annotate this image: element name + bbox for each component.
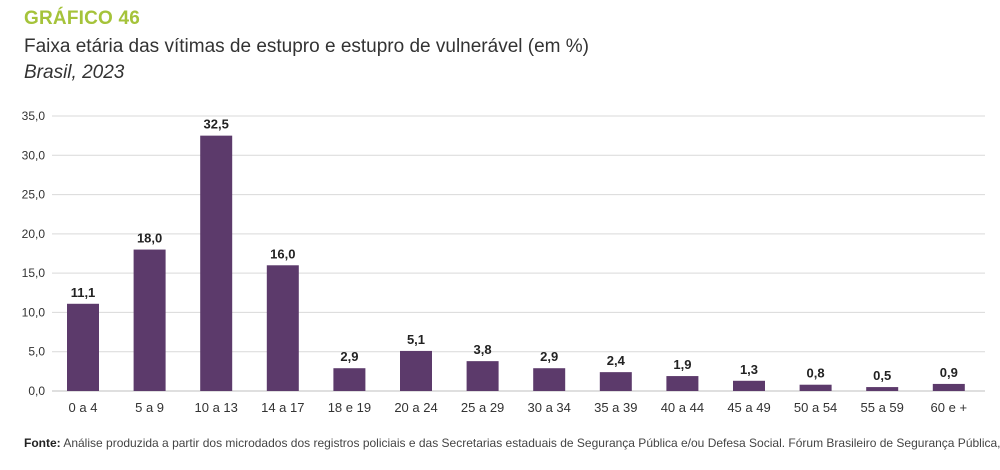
chart-subtitle: Brasil, 2023 — [24, 62, 125, 83]
x-tick-label: 0 a 4 — [69, 400, 98, 415]
chart-label: GRÁFICO 46 — [24, 8, 141, 29]
y-tick-label: 20,0 — [22, 227, 46, 241]
bar-value-label: 0,5 — [873, 368, 891, 383]
chart-title: Faixa etária das vítimas de estupro e es… — [24, 36, 589, 57]
y-tick-label: 10,0 — [22, 305, 46, 319]
x-tick-label: 60 e + — [931, 400, 968, 415]
bars — [67, 135, 965, 391]
y-tick-label: 5,0 — [28, 345, 45, 359]
bar-value-label: 0,9 — [940, 365, 958, 380]
bar-value-label: 2,4 — [607, 353, 626, 368]
x-tick-label: 30 a 34 — [528, 400, 571, 415]
y-tick-label: 25,0 — [22, 188, 46, 202]
bar-value-label: 1,3 — [740, 362, 758, 377]
bar — [266, 265, 299, 391]
bar — [533, 368, 566, 391]
bar — [400, 350, 432, 391]
y-tick-label: 15,0 — [22, 266, 46, 280]
bar-value-label: 2,9 — [540, 349, 558, 364]
bar-value-label: 2,9 — [340, 349, 358, 364]
gridlines — [52, 115, 985, 392]
x-tick-label: 5 a 9 — [135, 400, 164, 415]
bar — [466, 361, 499, 391]
source-note: Fonte: Análise produzida a partir dos mi… — [24, 436, 1000, 450]
bar-value-label: 32,5 — [204, 117, 229, 132]
bar — [733, 380, 765, 391]
x-tick-label: 14 a 17 — [261, 400, 304, 415]
y-tick-label: 35,0 — [22, 109, 46, 123]
y-tick-label: 30,0 — [22, 148, 46, 162]
bar-value-label: 16,0 — [270, 246, 295, 261]
y-tick-label: 0,0 — [28, 384, 45, 398]
x-tick-label: 20 a 24 — [394, 400, 437, 415]
x-axis-ticks: 0 a 4 5 a 9 10 a 13 14 a 17 18 e 19 20 a 24 25… — [69, 400, 968, 415]
bar — [799, 384, 832, 391]
x-tick-label: 45 a 49 — [727, 400, 770, 415]
bar-value-label: 5,1 — [407, 332, 425, 347]
bar — [133, 249, 166, 391]
x-tick-label: 18 e 19 — [328, 400, 371, 415]
x-tick-label: 25 a 29 — [461, 400, 504, 415]
bar — [932, 383, 965, 391]
source-text: Análise produzida a partir dos microdado… — [63, 436, 1000, 450]
x-tick-label: 10 a 13 — [195, 400, 238, 415]
bar-value-label: 18,0 — [137, 231, 162, 246]
bar — [200, 135, 233, 391]
bar-value-label: 11,1 — [71, 285, 96, 300]
x-tick-label: 50 a 54 — [794, 400, 837, 415]
bar — [866, 387, 899, 391]
bar-value-label: 3,8 — [474, 342, 492, 357]
value-labels: 11,1 18,0 32,5 16,0 2,9 5,1 3,8 2,9 2,4 1,9 1,3 0,8… — [71, 117, 958, 383]
source-prefix: Fonte: — [24, 436, 61, 450]
bar — [67, 303, 99, 391]
x-tick-label: 55 a 59 — [861, 400, 904, 415]
bar — [666, 376, 699, 391]
bar-chart: 0,0 5,0 10,0 15,0 20,0 25,0 30,0 35,0 11,1 18,0 3… — [22, 109, 985, 415]
bar — [333, 368, 366, 391]
bar-value-label: 1,9 — [673, 357, 691, 372]
x-tick-label: 35 a 39 — [594, 400, 637, 415]
bar — [599, 372, 632, 391]
bar-value-label: 0,8 — [807, 366, 825, 381]
y-axis-ticks: 0,0 5,0 10,0 15,0 20,0 25,0 30,0 35,0 — [22, 109, 46, 398]
x-tick-label: 40 a 44 — [661, 400, 704, 415]
